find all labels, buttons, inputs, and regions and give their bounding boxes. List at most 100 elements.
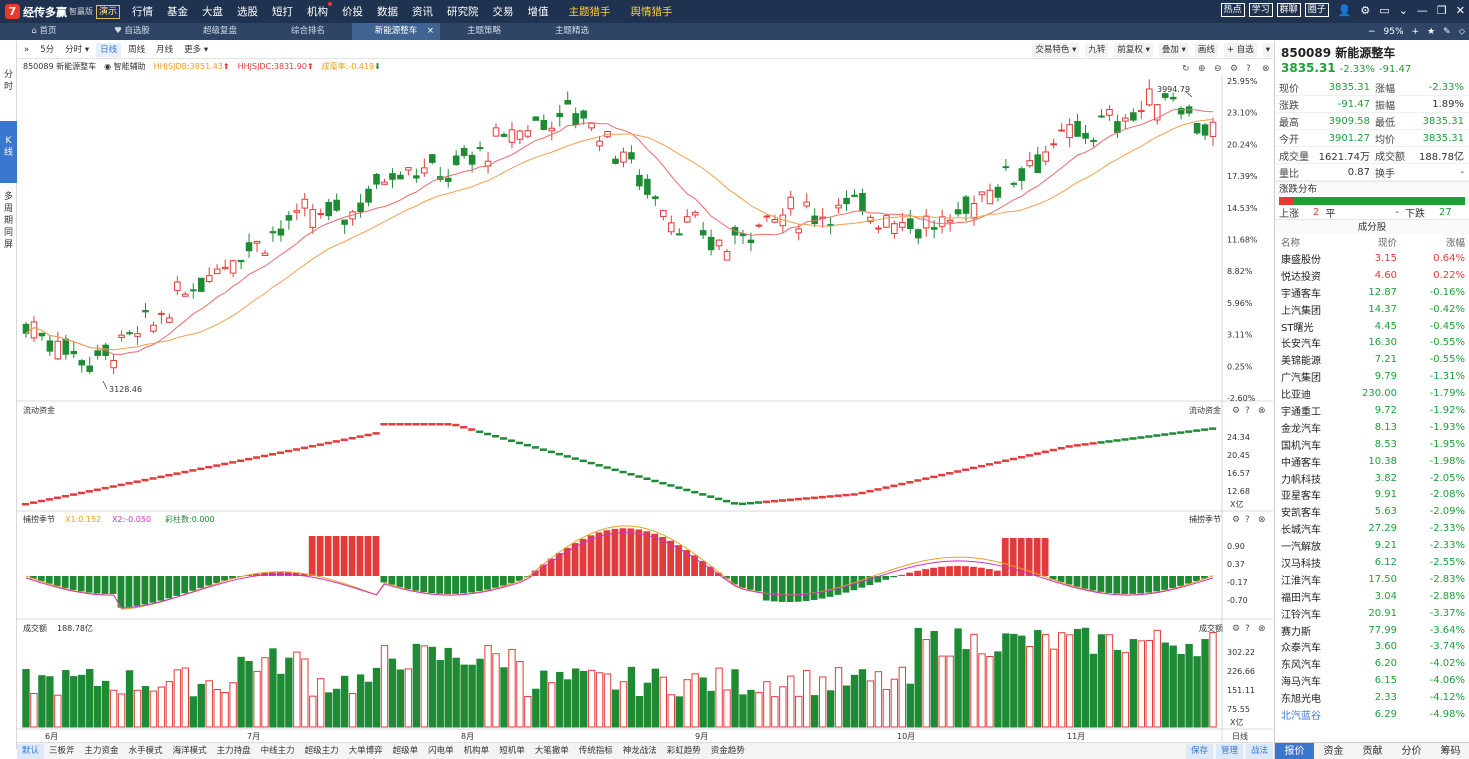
chart-tool-button[interactable]: 前复权 ▾: [1114, 42, 1153, 57]
menu-item[interactable]: 增值: [527, 6, 549, 18]
indicator-tab[interactable]: 超级主力: [304, 745, 339, 756]
menu-item[interactable]: 主题猎手: [568, 6, 611, 18]
period-button[interactable]: 月线: [156, 44, 174, 55]
indicator-tab[interactable]: 超级单: [392, 745, 419, 756]
menu-item[interactable]: 行情: [132, 6, 153, 18]
indicator-tab[interactable]: 主力持盘: [216, 745, 251, 756]
chart-tool-button[interactable]: 交易特色 ▾: [1032, 42, 1080, 57]
constituent-row[interactable]: 海马汽车 6.15 -4.06%: [1275, 672, 1469, 689]
constituent-row[interactable]: 力帆科技 3.82 -2.05%: [1275, 470, 1469, 487]
period-button[interactable]: 更多 ▾: [184, 44, 209, 55]
view-kline[interactable]: K线: [0, 121, 17, 183]
chart-tool-icon[interactable]: ⚙: [1230, 64, 1238, 74]
edit-icon[interactable]: ✎: [1443, 26, 1451, 37]
tab-ranking[interactable]: 综合排名: [264, 23, 352, 40]
panel-tool-icon[interactable]: ⊗: [1258, 406, 1266, 416]
chevron-down-icon[interactable]: ⌄: [1398, 3, 1408, 17]
indicator-tab[interactable]: 默认: [17, 743, 45, 759]
period-button[interactable]: 周线: [128, 44, 146, 55]
constituent-row[interactable]: 国机汽车 8.53 -1.95%: [1275, 436, 1469, 453]
constituent-row[interactable]: 比亚迪 230.00 -1.79%: [1275, 385, 1469, 402]
header-price[interactable]: 现价: [1377, 238, 1397, 249]
close-icon[interactable]: ✕: [1455, 3, 1465, 17]
header-change[interactable]: 涨幅: [1445, 238, 1465, 249]
restore-icon[interactable]: ❐: [1436, 3, 1447, 17]
learn-button[interactable]: 学习: [1248, 3, 1273, 17]
zoom-in-button[interactable]: +: [1411, 26, 1420, 37]
menu-item[interactable]: 短打: [272, 6, 293, 18]
tab-theme-strategy[interactable]: 主题策略: [440, 23, 528, 40]
constituent-row[interactable]: 安凯客车 5.63 -2.09%: [1275, 503, 1469, 520]
chart-tool-button[interactable]: + 自选: [1223, 42, 1257, 57]
indicator-tab[interactable]: 海洋模式: [172, 745, 207, 756]
group-chat-button[interactable]: 群聊: [1276, 3, 1301, 17]
menu-item[interactable]: 资讯: [412, 6, 433, 18]
window-icon[interactable]: ▭: [1379, 3, 1390, 17]
indicator-tab[interactable]: 机构单: [463, 745, 490, 756]
constituent-row[interactable]: 亚星客车 9.91 -2.08%: [1275, 486, 1469, 503]
indicator-tab[interactable]: 主力资金: [84, 745, 119, 756]
quote-tab[interactable]: 报价: [1275, 743, 1314, 759]
panel-tool-icon[interactable]: ⚙: [1232, 406, 1240, 416]
zoom-out-button[interactable]: −: [1367, 26, 1376, 37]
constituent-row[interactable]: 福田汽车 3.04 -2.88%: [1275, 588, 1469, 605]
chart-tool-icon[interactable]: ↻: [1182, 64, 1190, 74]
gear-icon[interactable]: ⚙: [1360, 3, 1371, 17]
constituent-row[interactable]: 东旭光电 2.33 -4.12%: [1275, 689, 1469, 706]
star-icon[interactable]: ★: [1427, 26, 1436, 37]
tab-close-icon[interactable]: ×: [426, 26, 434, 36]
chart-tool-icon[interactable]: ⊕: [1198, 64, 1206, 74]
tab-new-energy[interactable]: 新能源整车 ×: [352, 23, 440, 40]
menu-item[interactable]: 交易: [492, 6, 514, 18]
menu-item[interactable]: 数据: [377, 6, 398, 18]
indicator-tab[interactable]: 闪电单: [428, 745, 454, 756]
quote-tab[interactable]: 筹码: [1440, 746, 1461, 757]
period-button[interactable]: »: [24, 44, 30, 55]
quote-tab[interactable]: 分价: [1401, 746, 1422, 757]
tab-review[interactable]: 超级复盘: [176, 23, 264, 40]
constituent-row[interactable]: 一汽解放 9.21 -2.33%: [1275, 537, 1469, 554]
constituent-row[interactable]: 宇通重工 9.72 -1.92%: [1275, 402, 1469, 419]
chart-tool-icon[interactable]: ⊗: [1262, 64, 1270, 74]
menu-item[interactable]: 舆情猎手: [630, 6, 673, 18]
constituent-row[interactable]: ST曙光 4.45 -0.45%: [1275, 318, 1469, 335]
pin-icon[interactable]: ⬦: [1458, 26, 1465, 37]
chart-tool-icon[interactable]: ?: [1246, 64, 1251, 74]
tab-theme-select[interactable]: 主题精选: [528, 23, 616, 40]
constituent-row[interactable]: 金龙汽车 8.13 -1.93%: [1275, 419, 1469, 436]
panel-tool-icon[interactable]: ?: [1245, 624, 1250, 634]
quote-tab[interactable]: 贡献: [1362, 746, 1383, 757]
smart-assist-toggle[interactable]: ◉ 智能辅助: [104, 61, 146, 71]
chart-tool-button[interactable]: 画线: [1194, 42, 1218, 57]
header-name[interactable]: 名称: [1281, 238, 1301, 249]
menu-item[interactable]: 基金: [167, 6, 188, 18]
circle-button[interactable]: 圈子: [1304, 3, 1329, 17]
tab-home[interactable]: ⌂ 首页: [0, 23, 88, 40]
indicator-tab[interactable]: 彩虹趋势: [666, 745, 701, 756]
chart-tool-button[interactable]: ▾: [1262, 42, 1273, 57]
indicator-tab[interactable]: 短机单: [499, 745, 525, 756]
constituent-row[interactable]: 江铃汽车 20.91 -3.37%: [1275, 605, 1469, 622]
constituent-row[interactable]: 广汽集团 9.79 -1.31%: [1275, 368, 1469, 385]
constituent-row[interactable]: 长城汽车 27.29 -2.33%: [1275, 520, 1469, 537]
bottom-action-button[interactable]: 管理: [1215, 743, 1243, 759]
constituent-row[interactable]: 汉马科技 6.12 -2.55%: [1275, 554, 1469, 571]
panel-tool-icon[interactable]: ⊗: [1258, 515, 1266, 525]
chart-tool-icon[interactable]: ⊖: [1214, 64, 1222, 74]
constituent-row[interactable]: 上汽集团 14.37 -0.42%: [1275, 301, 1469, 318]
panel-tool-icon[interactable]: ?: [1245, 515, 1250, 525]
quote-tab[interactable]: 资金: [1323, 746, 1344, 757]
hot-button[interactable]: 热点: [1220, 3, 1245, 17]
demo-badge[interactable]: 演示: [96, 4, 121, 19]
indicator-tab[interactable]: 中线主力: [260, 745, 295, 756]
indicator-tab[interactable]: 大笔撤单: [534, 745, 569, 756]
menu-item[interactable]: 选股: [237, 6, 258, 18]
indicator-tab[interactable]: 三板斧: [49, 745, 75, 756]
indicator-tab[interactable]: 资金趋势: [710, 745, 745, 756]
panel-tool-icon[interactable]: ⚙: [1232, 515, 1240, 525]
minimize-icon[interactable]: —: [1416, 3, 1428, 17]
indicator-tab[interactable]: 神龙战法: [622, 745, 657, 756]
constituent-row[interactable]: 中通客车 10.38 -1.98%: [1275, 453, 1469, 470]
panel-tool-icon[interactable]: ⊗: [1258, 624, 1266, 634]
indicator-tab[interactable]: 大单博弈: [348, 745, 383, 756]
